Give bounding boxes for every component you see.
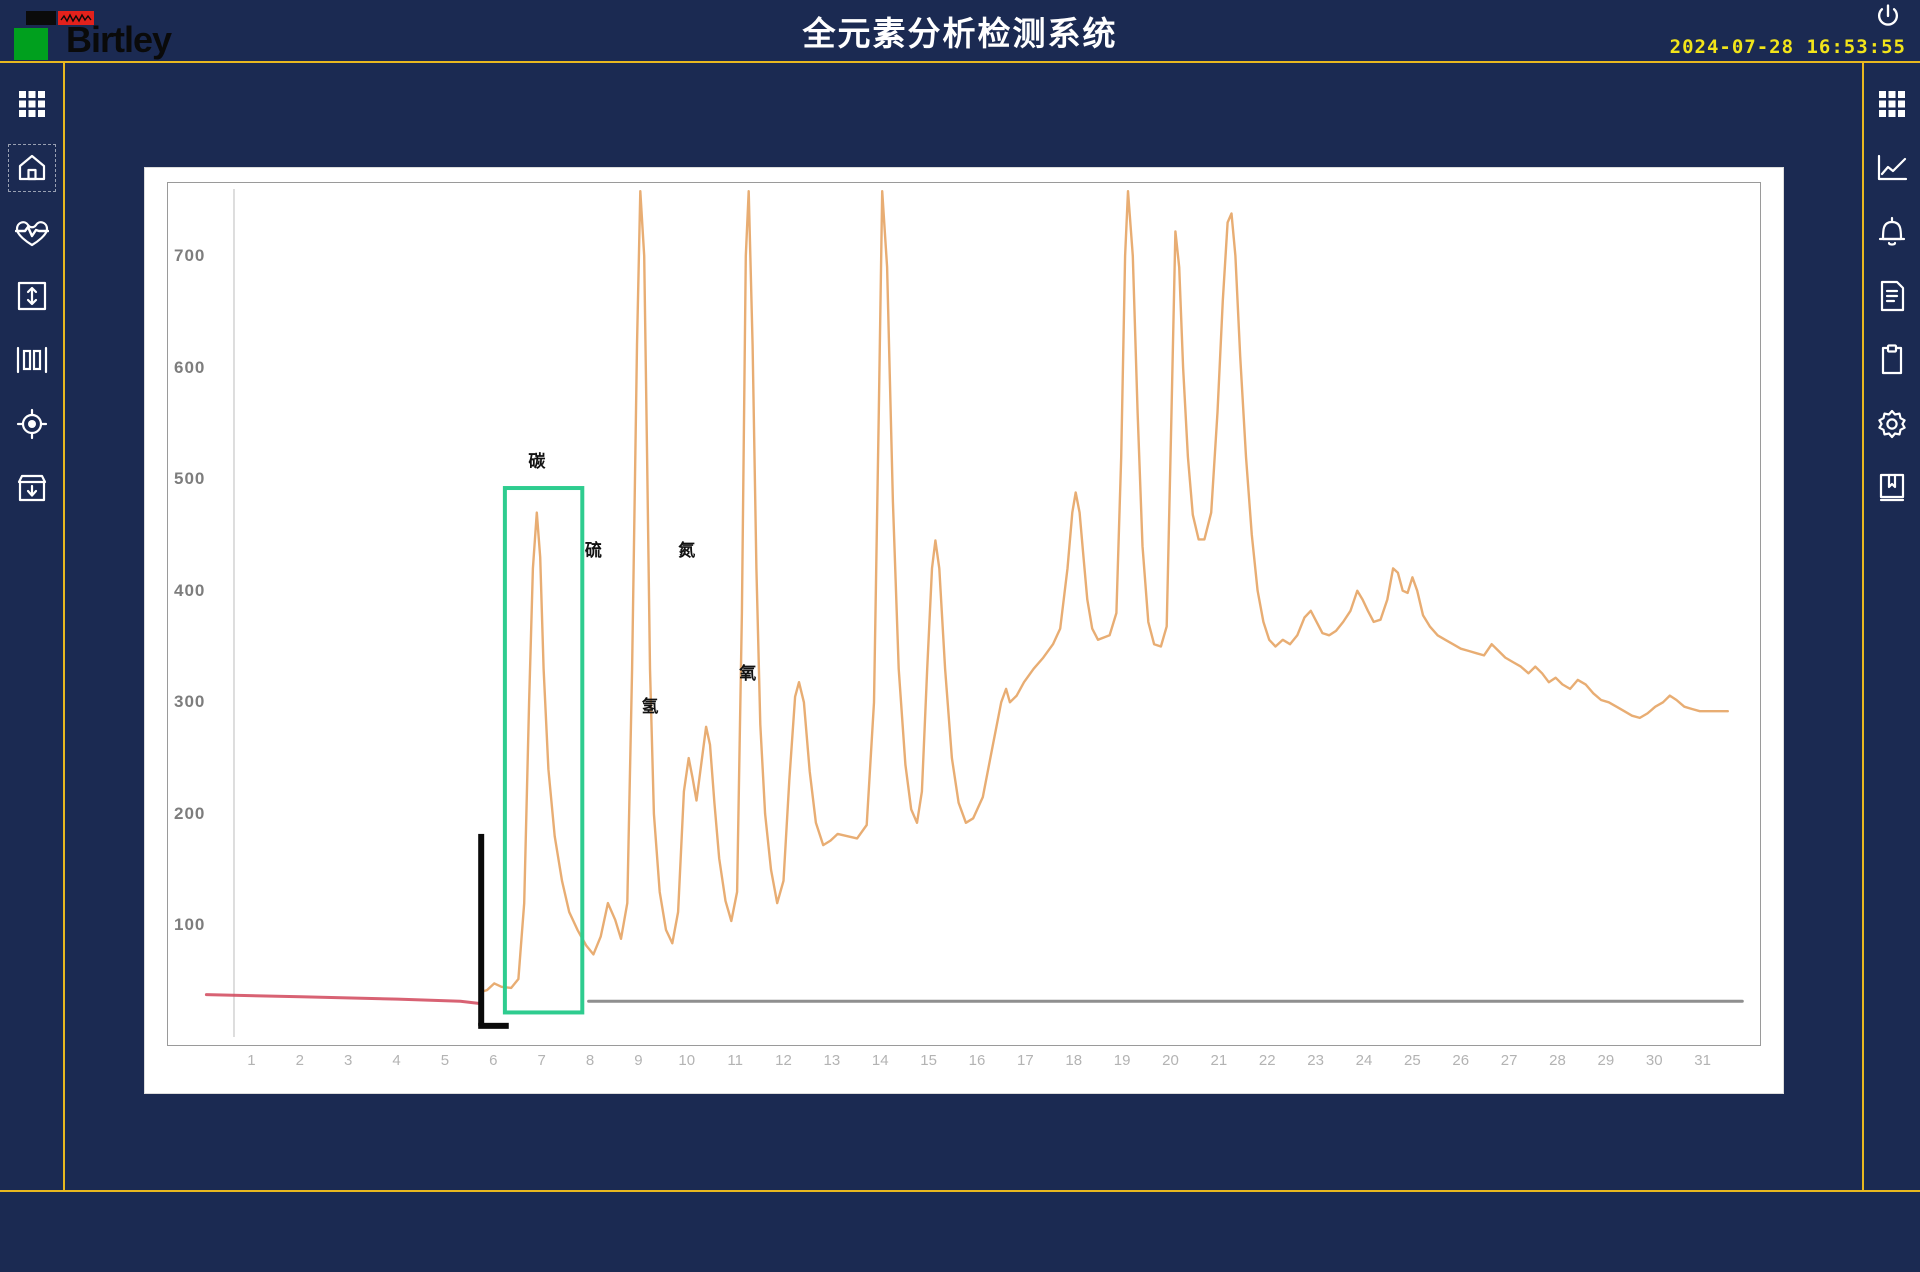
sidebar-item-analysis[interactable] <box>6 334 58 386</box>
x-axis-tick: 21 <box>1210 1052 1228 1069</box>
height-box-icon <box>17 281 47 311</box>
brand-logo: Birtley <box>14 4 172 60</box>
peak-label-oxygen: 氧 <box>739 663 757 683</box>
y-axis-tick: 700 <box>174 245 206 265</box>
y-axis-tick: 100 <box>174 915 206 935</box>
x-axis-tick: 5 <box>440 1052 450 1069</box>
x-axis-tick: 10 <box>678 1052 696 1069</box>
x-axis-tick: 19 <box>1113 1052 1131 1069</box>
frame-border-bottom <box>0 1190 1920 1192</box>
frame-border-right <box>1862 62 1864 1191</box>
right-sidebar <box>1864 62 1920 1191</box>
sidebar-item-home[interactable] <box>6 142 58 194</box>
x-axis-tick: 29 <box>1597 1052 1615 1069</box>
peak-label-sulfur: 硫 <box>584 541 602 561</box>
sidebar-item-export[interactable] <box>6 462 58 514</box>
x-axis-tick: 23 <box>1307 1052 1324 1069</box>
peak-label-carbon: 碳 <box>528 451 546 471</box>
peak-label-hydrogen: 氢 <box>641 697 659 717</box>
sidebar-item-alarms[interactable] <box>1866 206 1918 258</box>
x-axis-tick: 28 <box>1549 1052 1566 1069</box>
book-icon <box>1877 472 1907 504</box>
x-axis-tick: 8 <box>585 1052 595 1069</box>
plot-area[interactable]: 碳硫 氮氢 氧 100 200 300 400 500 600 700 <box>167 182 1761 1046</box>
page-title: 全元素分析检测系统 <box>802 15 1118 52</box>
bell-icon <box>1877 216 1907 248</box>
home-icon <box>16 152 48 184</box>
line-chart-icon <box>1876 153 1908 183</box>
peak-label-nitrogen: 氮 <box>678 541 696 561</box>
x-axis-tick: 13 <box>823 1052 841 1069</box>
sidebar-item-curves[interactable] <box>1866 142 1918 194</box>
sidebar-item-documents[interactable] <box>1866 270 1918 322</box>
y-axis-tick: 400 <box>174 580 206 600</box>
x-axis-tick: 18 <box>1065 1052 1083 1069</box>
y-axis-tick: 300 <box>174 692 206 712</box>
x-axis-tick: 4 <box>392 1052 401 1069</box>
x-axis-tick: 26 <box>1452 1052 1470 1069</box>
x-axis-tick: 2 <box>295 1052 304 1069</box>
x-axis-tick: 1 <box>247 1052 256 1069</box>
grid-icon <box>1877 89 1907 119</box>
power-icon[interactable] <box>1874 2 1902 30</box>
birtley-logo-mark-icon <box>14 6 94 60</box>
app-header: Birtley 全元素分析检测系统 2024-07-28 16:53:55 <box>0 0 1920 62</box>
x-axis-tick: 24 <box>1355 1052 1373 1069</box>
sidebar-item-range[interactable] <box>6 270 58 322</box>
x-axis-tick: 30 <box>1645 1052 1663 1069</box>
logo-red-bar <box>58 11 94 25</box>
sidebar-item-settings[interactable] <box>1866 398 1918 450</box>
x-axis-tick: 14 <box>871 1052 889 1069</box>
sidebar-item-calibrate[interactable] <box>6 398 58 450</box>
x-axis-tick: 7 <box>537 1052 546 1069</box>
sidebar-item-reports[interactable] <box>1866 334 1918 386</box>
y-axis-tick: 600 <box>174 357 206 377</box>
pulse-icon <box>14 217 49 247</box>
target-icon <box>16 408 48 440</box>
x-axis-tick: 11 <box>727 1052 743 1069</box>
frame-border-top <box>0 61 1920 63</box>
chart-panel: 碳硫氮氢氧 100 200 300 400 500 600 700 1 2 3 4 5 6 7 8 9 10 1… <box>145 168 1783 1093</box>
spectrum-plot <box>204 189 1744 1037</box>
x-axis-tick: 20 <box>1162 1052 1179 1069</box>
bar-chart-icon <box>16 346 48 374</box>
datetime-display: 2024-07-28 16:53:55 <box>1669 36 1906 58</box>
gear-icon <box>1876 408 1908 440</box>
document-icon <box>1878 280 1906 312</box>
logo-black-bar <box>26 11 56 25</box>
x-axis-tick: 22 <box>1258 1052 1276 1069</box>
x-axis-tick: 31 <box>1694 1052 1711 1069</box>
clipboard-icon <box>1878 344 1906 376</box>
x-axis-tick: 16 <box>968 1052 986 1069</box>
x-axis-tick: 6 <box>489 1052 498 1069</box>
y-axis-tick: 200 <box>174 803 206 823</box>
sidebar-item-modules[interactable] <box>1866 78 1918 130</box>
x-axis-tick: 27 <box>1500 1052 1518 1069</box>
x-axis-tick: 17 <box>1017 1052 1034 1069</box>
sidebar-item-monitor[interactable] <box>6 206 58 258</box>
x-axis-tick: 3 <box>343 1052 353 1069</box>
logo-green-square <box>14 28 48 60</box>
left-sidebar <box>0 62 63 1191</box>
archive-down-icon <box>16 473 48 503</box>
x-axis-ticks: 1 2 3 4 5 6 7 8 9 10 11 12 13 14 15 16 17 18 19 20 21 22 23 24 2… <box>167 1052 1761 1082</box>
sidebar-item-grid[interactable] <box>6 78 58 130</box>
y-axis-tick: 500 <box>174 469 206 489</box>
x-axis-tick: 9 <box>634 1052 643 1069</box>
x-axis-tick: 15 <box>920 1052 937 1069</box>
grid-icon <box>17 89 47 119</box>
logo-wordmark: Birtley <box>66 19 172 60</box>
sidebar-item-help[interactable] <box>1866 462 1918 514</box>
x-axis-tick: 12 <box>775 1052 792 1069</box>
frame-border-left <box>63 62 65 1191</box>
x-axis-tick: 25 <box>1404 1052 1421 1069</box>
